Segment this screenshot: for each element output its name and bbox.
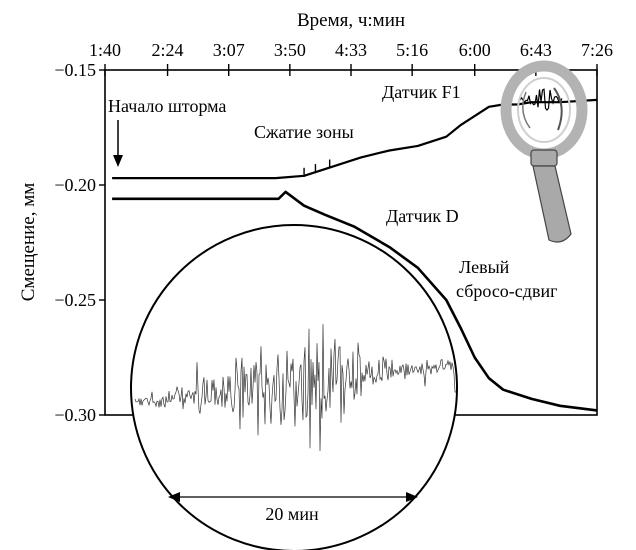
y-tick-label: −0.15 bbox=[54, 60, 96, 80]
magnifier-icon bbox=[500, 60, 588, 243]
x-tick-label: 2:24 bbox=[152, 40, 184, 60]
inset-seismogram-trace bbox=[134, 324, 456, 452]
seismogram-inset: 20 мин bbox=[130, 224, 458, 550]
inset-scale-label: 20 мин bbox=[265, 504, 319, 524]
storm-start-arrowhead bbox=[113, 155, 123, 167]
f1-burst-trace bbox=[519, 88, 563, 112]
series-line-d bbox=[112, 190, 598, 412]
x-tick-label: 1:40 bbox=[89, 40, 121, 60]
y-axis-title: Смещение, мм bbox=[18, 183, 39, 302]
x-tick-label: 6:00 bbox=[459, 40, 491, 60]
y-axis-ticks: −0.15 −0.20 −0.25 −0.30 bbox=[54, 60, 105, 425]
inset-scale-arrow-left bbox=[168, 492, 180, 502]
x-tick-label: 5:16 bbox=[396, 40, 428, 60]
label-compression: Сжатие зоны bbox=[254, 122, 354, 142]
x-axis-ticks: 1:40 2:24 3:07 3:50 4:33 5:16 6:00 6:43 7:26 bbox=[89, 40, 613, 76]
inset-scale-arrow-right bbox=[406, 492, 418, 502]
x-tick-label: 4:33 bbox=[335, 40, 367, 60]
x-axis-title: Время, ч:мин bbox=[297, 10, 405, 31]
label-storm-start: Начало шторма bbox=[108, 96, 226, 116]
y-tick-label: −0.30 bbox=[54, 405, 96, 425]
label-sensor-d: Датчик D bbox=[386, 206, 459, 226]
x-tick-label: 3:50 bbox=[274, 40, 306, 60]
y-tick-label: −0.25 bbox=[54, 290, 96, 310]
x-tick-label: 7:26 bbox=[581, 40, 613, 60]
x-tick-label: 3:07 bbox=[213, 40, 245, 60]
f1-oscillation-burst bbox=[519, 88, 563, 112]
inset-trace-line bbox=[134, 324, 456, 452]
x-tick-label: 6:43 bbox=[520, 40, 552, 60]
y-tick-label: −0.20 bbox=[54, 175, 96, 195]
label-fault: Левый сбросо-сдвиг bbox=[456, 257, 557, 301]
label-sensor-f1: Датчик F1 bbox=[382, 82, 461, 102]
